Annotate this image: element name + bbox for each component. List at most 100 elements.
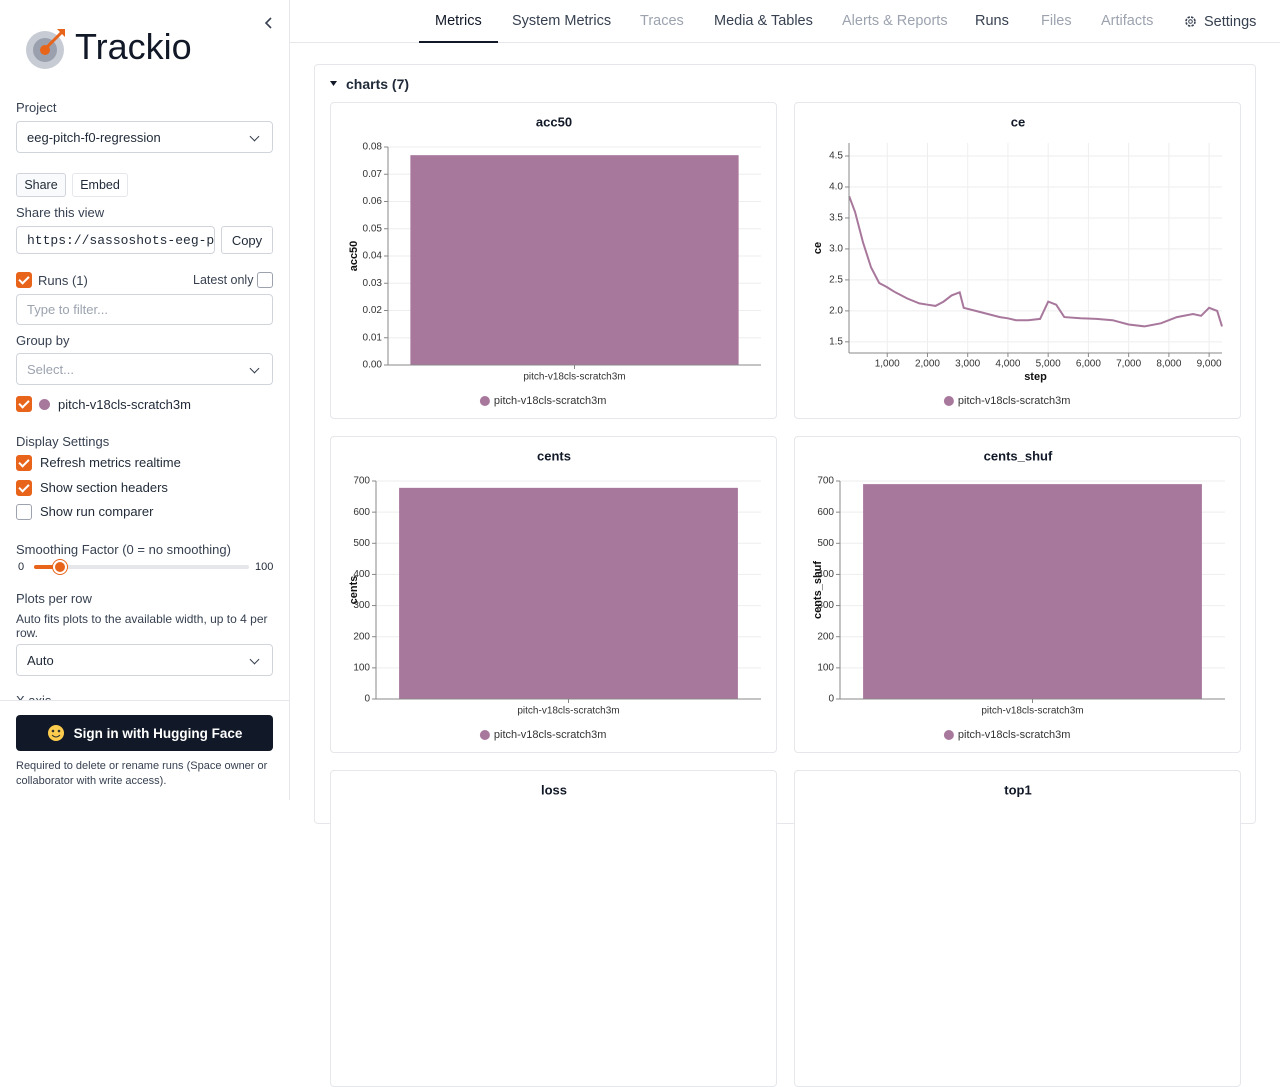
y-tick-label: 0.08 — [363, 142, 383, 153]
chart: ce 1.5 2.0 2.5 3.0 3.5 4.0 4.5 ce 1,000 2,000 3,000… — [812, 114, 1223, 407]
sign-in-text: Sign in with Hugging Face — [73, 725, 243, 741]
bar — [863, 484, 1202, 699]
gear-icon — [1185, 16, 1196, 27]
y-tick-label: 500 — [817, 538, 834, 549]
chart-title: acc50 — [536, 114, 572, 129]
nav-tab[interactable]: Metrics — [419, 0, 498, 43]
y-tick-label: 1.5 — [829, 336, 843, 347]
group-by-placeholder: Select... — [27, 361, 74, 377]
section-title: charts (7) — [346, 76, 410, 92]
x-tick-label: 9,000 — [1197, 359, 1222, 370]
x-tick-label: 1,000 — [875, 359, 900, 370]
y-tick-label: 0.05 — [363, 223, 383, 234]
y-tick-label: 200 — [353, 631, 370, 642]
legend-label: pitch-v18cls-scratch3m — [494, 729, 606, 741]
chart-card: cents_shuf 0 100 200 300 400 500 600 700 cents_sh… — [794, 436, 1241, 753]
chart: cents_shuf 0 100 200 300 400 500 600 700 cents_sh… — [812, 448, 1225, 741]
smoothing-label: Smoothing Factor (0 = no smoothing) — [16, 542, 231, 557]
y-tick-label: 100 — [817, 662, 834, 673]
share-url[interactable]: https://sassoshots-eeg-pi — [16, 226, 215, 254]
slider-min: 0 — [18, 561, 25, 573]
collapse-triangle[interactable] — [329, 79, 339, 89]
x-tick-label: 8,000 — [1156, 359, 1181, 370]
y-tick-label: 4.0 — [829, 182, 843, 193]
share-tab[interactable]: Share — [16, 173, 66, 197]
x-tick-label: pitch-v18cls-scratch3m — [981, 706, 1083, 717]
plots-per-row-label: Plots per row — [16, 591, 92, 606]
x-tick-label: 6,000 — [1076, 359, 1101, 370]
copy-button[interactable]: Copy — [221, 226, 273, 254]
y-tick-label: 0.07 — [363, 169, 383, 180]
y-tick-label: 600 — [817, 507, 834, 518]
y-tick-label: 2.5 — [829, 275, 843, 286]
display-settings: Display Settings — [16, 434, 110, 449]
option-checkbox[interactable] — [16, 480, 32, 496]
sidebar-footer: Sign in with Hugging Face Required to de… — [0, 700, 289, 800]
slider-track[interactable] — [34, 565, 249, 569]
sign-in-button[interactable]: Sign in with Hugging Face — [16, 715, 273, 751]
option-label: Show section headers — [40, 480, 168, 495]
hf-icon — [47, 725, 64, 741]
app: Trackio Project eeg-pitch-f0-regression … — [0, 0, 1280, 800]
y-tick-label: 2.0 — [829, 306, 843, 317]
option-label: Show run comparer — [40, 504, 154, 519]
nav-tab[interactable]: Alerts & Reports — [842, 13, 948, 29]
project-select[interactable]: eeg-pitch-f0-regression — [16, 121, 273, 153]
chart-card: cents 0 100 200 300 400 500 600 700 cents pitch-v1… — [330, 436, 777, 753]
y-tick-label: 0 — [364, 694, 370, 705]
plots-per-row-select[interactable]: Auto — [16, 644, 273, 676]
bar — [410, 155, 739, 365]
sidebar: Trackio Project eeg-pitch-f0-regression … — [0, 0, 290, 800]
y-axis-label: cents_shuf — [812, 561, 824, 619]
latest-only-checkbox[interactable] — [257, 272, 273, 288]
nav-tab[interactable]: Files — [1041, 13, 1072, 29]
y-tick-label: 0.02 — [363, 305, 383, 316]
y-tick-label: 400 — [353, 569, 370, 580]
chart-title: cents — [537, 448, 571, 463]
nav-tab[interactable]: Runs — [975, 13, 1009, 29]
bar — [399, 487, 738, 699]
slider-thumb[interactable] — [52, 560, 67, 574]
y-tick-label: 0.04 — [363, 251, 383, 262]
chart-card: loss — [330, 770, 777, 1087]
plots-per-row-value: Auto — [27, 652, 54, 668]
y-axis-label: ce — [812, 242, 824, 254]
y-tick-label: 500 — [353, 538, 370, 549]
share-label: Share this view — [16, 205, 105, 220]
legend-swatch — [479, 396, 490, 406]
logo-icon — [26, 29, 65, 69]
group-by-select[interactable]: Select... — [16, 353, 273, 385]
y-tick-label: 700 — [817, 476, 834, 487]
nav-tab[interactable]: Traces — [640, 13, 684, 29]
nav-tab[interactable]: System Metrics — [512, 13, 612, 29]
embed-tab[interactable]: Embed — [72, 173, 128, 197]
y-tick-label: 4.5 — [829, 151, 843, 162]
collapse-icon[interactable] — [263, 16, 275, 30]
x-tick-label: 3,000 — [955, 359, 980, 370]
nav-tab[interactable]: Artifacts — [1101, 13, 1154, 29]
settings-label: Settings — [1204, 13, 1257, 30]
run-checkbox[interactable] — [16, 396, 32, 412]
run-filter[interactable]: Type to filter... — [16, 294, 273, 325]
y-axis-label: acc50 — [348, 241, 360, 272]
option-checkbox[interactable] — [16, 455, 32, 471]
y-tick-label: 0.01 — [363, 332, 383, 343]
run-name: pitch-v18cls-scratch3m — [58, 397, 191, 412]
legend-swatch — [943, 396, 954, 406]
chart: loss — [541, 782, 567, 797]
legend-label: pitch-v18cls-scratch3m — [958, 729, 1070, 741]
chart: top1 — [1004, 782, 1031, 797]
y-tick-label: 300 — [353, 600, 370, 611]
x-axis-label: step — [1024, 371, 1047, 383]
settings-tab[interactable]: Settings — [1168, 0, 1272, 43]
x-tick-label: 7,000 — [1116, 359, 1141, 370]
runs-checkbox[interactable] — [16, 272, 32, 288]
nav-tab[interactable]: Media & Tables — [714, 13, 813, 29]
y-tick-label: 0 — [828, 694, 834, 705]
option-checkbox[interactable] — [16, 504, 32, 520]
chart-card: ce 1.5 2.0 2.5 3.0 3.5 4.0 4.5 ce 1,000 2,000 3,000… — [794, 102, 1241, 419]
legend-swatch — [943, 730, 954, 740]
y-tick-label: 3.5 — [829, 213, 843, 224]
page: Trackio {"sidebar": {"brand": "Trackio",… — [0, 0, 1280, 800]
chart-title: top1 — [1004, 782, 1031, 797]
